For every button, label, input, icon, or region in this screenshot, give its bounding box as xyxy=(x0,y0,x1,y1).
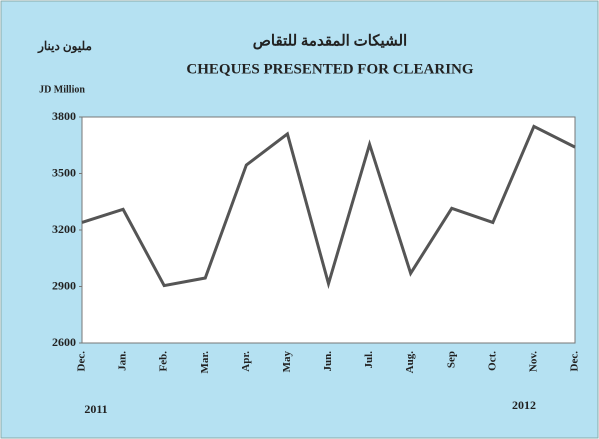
x-tick-label: Sep xyxy=(445,351,457,368)
y-tick-label: 3200 xyxy=(52,222,76,236)
unit-label-ar: مليون دينار xyxy=(37,39,92,54)
y-tick-label: 3800 xyxy=(52,109,76,123)
unit-label: JD Million xyxy=(39,84,85,95)
x-tick-label: Apr. xyxy=(240,351,252,372)
y-tick-label: 2600 xyxy=(52,335,76,349)
year-label: 2012 xyxy=(512,398,536,412)
line xyxy=(81,124,576,290)
x-tick-label: May xyxy=(281,351,293,373)
year-label: 2011 xyxy=(84,402,107,416)
chart-title: CHEQUES PRESENTED FOR CLEARING xyxy=(186,61,473,77)
y-tick-label: 3500 xyxy=(52,165,76,179)
x-tick-label: Jun. xyxy=(322,351,334,372)
x-tick-label: Dec. xyxy=(76,351,88,372)
y-tick-label: 2900 xyxy=(52,278,76,292)
x-tick-label: Aug. xyxy=(404,351,416,374)
x-tick-label: Mar. xyxy=(199,351,211,374)
x-tick-label: Oct. xyxy=(486,351,498,371)
x-tick-label: Jul. xyxy=(363,351,375,369)
x-tick-label: Dec. xyxy=(569,351,581,372)
chart-title-ar: الشيكات المقدمة للتقاص xyxy=(253,33,407,49)
x-tick-label: Jan. xyxy=(117,351,129,371)
x-tick-label: Nov. xyxy=(527,351,539,372)
plot-area xyxy=(81,116,576,344)
x-tick-label: Feb. xyxy=(158,351,170,372)
